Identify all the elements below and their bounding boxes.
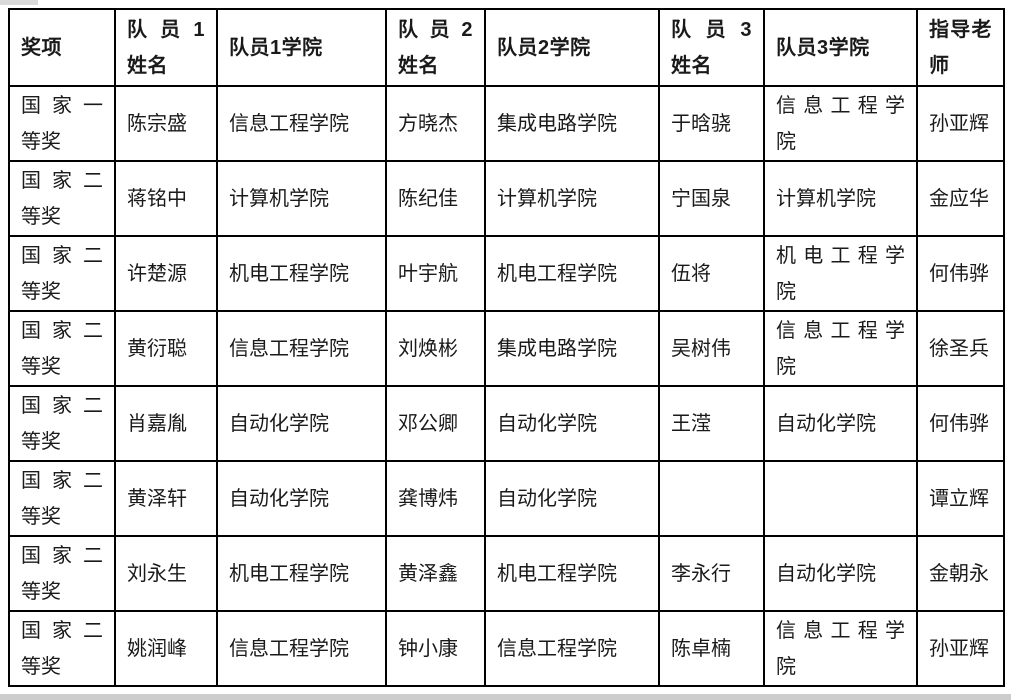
cell-m2-college: 自动化学院 — [484, 385, 660, 462]
cell-m1-name: 姚润峰 — [114, 610, 218, 687]
cell-m1-college: 自动化学院 — [216, 460, 387, 537]
cell-m2-name: 陈纪佳 — [385, 160, 486, 237]
cell-m1-name: 陈宗盛 — [114, 85, 218, 162]
cell-m2-college: 计算机学院 — [484, 160, 660, 237]
cell-m1-name: 黄衍聪 — [114, 310, 218, 387]
header-m2-name: 队员2 姓名 — [385, 8, 486, 87]
cell-advisor: 何伟骅 — [916, 385, 1005, 462]
cell-advisor: 金应华 — [916, 160, 1005, 237]
cell-m2-name: 龚博炜 — [385, 460, 486, 537]
header-m2-college: 队员2学院 — [484, 8, 660, 87]
header-advisor: 指导老师 — [916, 8, 1005, 87]
header-m3-name: 队员3 姓名 — [658, 8, 765, 87]
table-row: 国家二 等奖 许楚源 机电工程学院 叶宇航 机电工程学院 伍将 机电工程学院 何伟… — [8, 235, 1005, 312]
cell-award: 国家二 等奖 — [8, 160, 116, 237]
cell-m3-name: 吴树伟 — [658, 310, 765, 387]
header-m1-name: 队员1 姓名 — [114, 8, 218, 87]
cell-award: 国家二 等奖 — [8, 385, 116, 462]
cell-m3-college: 机电工程学院 — [763, 235, 918, 312]
cell-m3-name: 李永行 — [658, 535, 765, 612]
cell-advisor: 孙亚辉 — [916, 85, 1005, 162]
cell-m1-name: 黄泽轩 — [114, 460, 218, 537]
cell-advisor: 谭立辉 — [916, 460, 1005, 537]
cell-m2-name: 黄泽鑫 — [385, 535, 486, 612]
table-row: 国家二 等奖 姚润峰 信息工程学院 钟小康 信息工程学院 陈卓楠 信息工程学院 孙… — [8, 610, 1005, 687]
cell-m1-college: 信息工程学院 — [216, 610, 387, 687]
cell-m3-name: 于晗骁 — [658, 85, 765, 162]
cell-m1-name: 肖嘉胤 — [114, 385, 218, 462]
cell-m2-college: 信息工程学院 — [484, 610, 660, 687]
cell-m2-college: 自动化学院 — [484, 460, 660, 537]
cell-award: 国家二 等奖 — [8, 460, 116, 537]
cell-award: 国家二 等奖 — [8, 610, 116, 687]
cell-m3-college: 信息工程学院 — [763, 85, 918, 162]
window-edge-bottom — [0, 694, 1011, 700]
cell-m1-name: 刘永生 — [114, 535, 218, 612]
cell-advisor: 孙亚辉 — [916, 610, 1005, 687]
cell-m3-name: 陈卓楠 — [658, 610, 765, 687]
cell-m1-college: 自动化学院 — [216, 385, 387, 462]
header-award: 奖项 — [8, 8, 116, 87]
cell-m1-name: 蒋铭中 — [114, 160, 218, 237]
header-m1-college: 队员1学院 — [216, 8, 387, 87]
cell-m1-college: 计算机学院 — [216, 160, 387, 237]
cell-m1-college: 机电工程学院 — [216, 535, 387, 612]
cell-m1-college: 信息工程学院 — [216, 85, 387, 162]
cell-m2-college: 机电工程学院 — [484, 235, 660, 312]
table-row: 国家二 等奖 黄衍聪 信息工程学院 刘焕彬 集成电路学院 吴树伟 信息工程学院 徐… — [8, 310, 1005, 387]
cell-m1-college: 信息工程学院 — [216, 310, 387, 387]
cell-m1-name: 许楚源 — [114, 235, 218, 312]
cell-m2-college: 机电工程学院 — [484, 535, 660, 612]
cell-m3-college: 信息工程学院 — [763, 610, 918, 687]
header-m3-college: 队员3学院 — [763, 8, 918, 87]
cell-advisor: 徐圣兵 — [916, 310, 1005, 387]
table-row: 国家二 等奖 黄泽轩 自动化学院 龚博炜 自动化学院 谭立辉 — [8, 460, 1005, 537]
cell-m3-college: 自动化学院 — [763, 385, 918, 462]
cell-m1-college: 机电工程学院 — [216, 235, 387, 312]
cell-m3-college: 信息工程学院 — [763, 310, 918, 387]
table-row: 国家一 等奖 陈宗盛 信息工程学院 方晓杰 集成电路学院 于晗骁 信息工程学院 孙… — [8, 85, 1005, 162]
cell-m3-name: 王滢 — [658, 385, 765, 462]
cell-m3-name: 宁国泉 — [658, 160, 765, 237]
cell-m2-name: 刘焕彬 — [385, 310, 486, 387]
cell-m2-name: 方晓杰 — [385, 85, 486, 162]
table-row: 国家二 等奖 蒋铭中 计算机学院 陈纪佳 计算机学院 宁国泉 计算机学院 金应华 — [8, 160, 1005, 237]
window-edge-top — [0, 0, 38, 5]
cell-m3-college — [763, 460, 918, 537]
cell-award: 国家二 等奖 — [8, 535, 116, 612]
table-row: 国家二 等奖 刘永生 机电工程学院 黄泽鑫 机电工程学院 李永行 自动化学院 金朝… — [8, 535, 1005, 612]
cell-award: 国家二 等奖 — [8, 235, 116, 312]
cell-advisor: 何伟骅 — [916, 235, 1005, 312]
cell-m2-name: 叶宇航 — [385, 235, 486, 312]
cell-award: 国家一 等奖 — [8, 85, 116, 162]
cell-m3-college: 计算机学院 — [763, 160, 918, 237]
cell-m2-college: 集成电路学院 — [484, 310, 660, 387]
cell-m2-college: 集成电路学院 — [484, 85, 660, 162]
cell-m3-name: 伍将 — [658, 235, 765, 312]
table-header-row: 奖项 队员1 姓名 队员1学院 队员2 姓名 队员2学院 队员3 姓名 队员3学院 指… — [8, 8, 1005, 87]
cell-award: 国家二 等奖 — [8, 310, 116, 387]
cell-m3-college: 自动化学院 — [763, 535, 918, 612]
cell-m3-name — [658, 460, 765, 537]
cell-advisor: 金朝永 — [916, 535, 1005, 612]
cell-m2-name: 邓公卿 — [385, 385, 486, 462]
table-row: 国家二 等奖 肖嘉胤 自动化学院 邓公卿 自动化学院 王滢 自动化学院 何伟骅 — [8, 385, 1005, 462]
awards-table: 奖项 队员1 姓名 队员1学院 队员2 姓名 队员2学院 队员3 姓名 队员3学院 指… — [8, 8, 1005, 687]
cell-m2-name: 钟小康 — [385, 610, 486, 687]
